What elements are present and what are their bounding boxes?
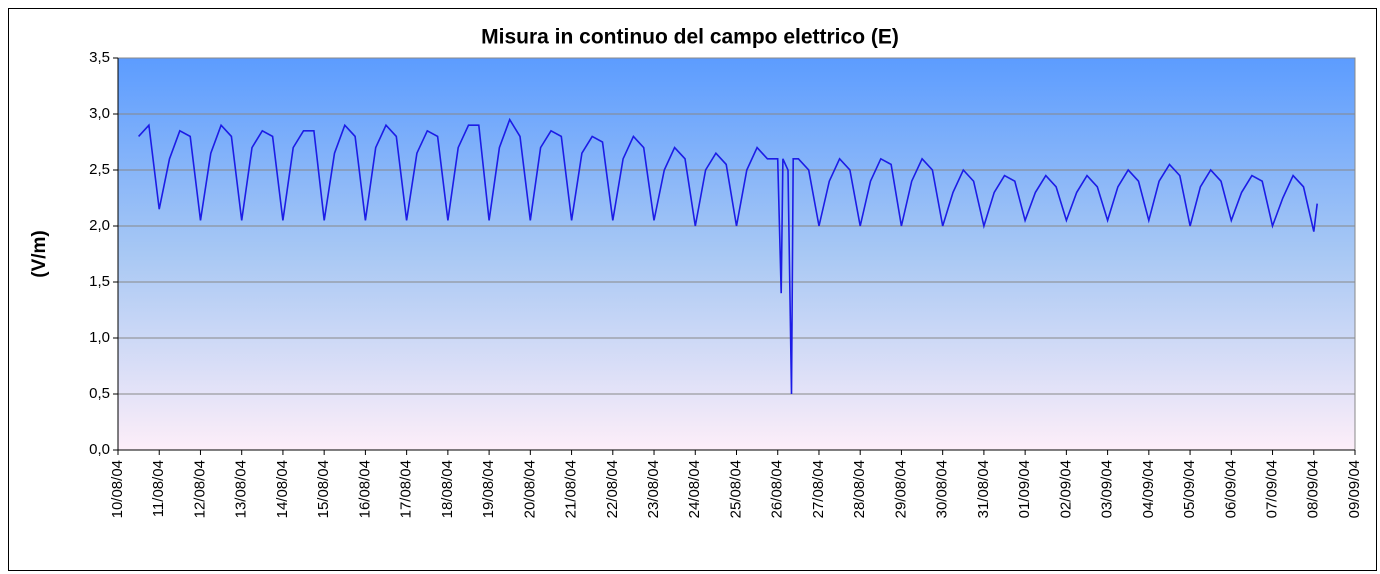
x-tick-label: 10/08/04 [109, 460, 126, 518]
x-tick-label: 30/08/04 [934, 460, 951, 518]
x-tick-label: 20/08/04 [521, 460, 538, 518]
plot-area [117, 57, 1356, 451]
y-tick-label: 3,0 [89, 105, 110, 122]
x-tick-label: 03/09/04 [1099, 460, 1116, 518]
x-tick-label: 11/08/04 [150, 460, 167, 517]
x-tick-label: 19/08/04 [480, 460, 497, 518]
x-tick-label: 07/09/04 [1264, 460, 1281, 518]
x-tick-label: 27/08/04 [810, 460, 827, 518]
x-tick-label: 14/08/04 [274, 460, 291, 518]
chart-title: Misura in continuo del campo elettrico (… [481, 26, 899, 49]
x-tick-label: 22/08/04 [604, 460, 621, 518]
y-tick-label: 1,5 [89, 273, 110, 290]
x-tick-label: 16/08/04 [356, 460, 373, 518]
y-tick-label: 0,0 [89, 441, 110, 458]
x-tick-label: 26/08/04 [769, 460, 786, 518]
x-tick-label: 18/08/04 [439, 460, 456, 518]
x-tick-label: 24/08/04 [686, 460, 703, 518]
y-tick-label: 1,0 [89, 329, 110, 346]
x-tick-label: 02/09/04 [1057, 460, 1074, 518]
x-tick-label: 23/08/04 [645, 460, 662, 518]
x-tick-label: 21/08/04 [563, 460, 580, 518]
x-tick-label: 08/09/04 [1305, 460, 1322, 518]
x-tick-label: 12/08/04 [191, 460, 208, 518]
x-tick-label: 28/08/04 [851, 460, 868, 518]
data-line [138, 117, 1318, 395]
y-tick-label: 2,0 [89, 217, 110, 234]
x-tick-label: 06/09/04 [1222, 460, 1239, 518]
x-tick-label: 17/08/04 [398, 460, 415, 518]
x-tick-label: 29/08/04 [892, 460, 909, 518]
x-tick-label: 05/09/04 [1181, 460, 1198, 518]
y-tick-label: 0,5 [89, 385, 110, 402]
y-tick-label: 3,5 [89, 49, 110, 66]
x-tick-label: 15/08/04 [315, 460, 332, 518]
x-tick-label: 04/09/04 [1140, 460, 1157, 518]
y-tick-label: 2,5 [89, 161, 110, 178]
x-tick-label: 13/08/04 [233, 460, 250, 518]
y-axis-label: (V/m) [29, 230, 50, 278]
x-tick-label: 25/08/04 [727, 460, 744, 518]
x-tick-label: 01/09/04 [1016, 460, 1033, 518]
x-tick-label: 31/08/04 [975, 460, 992, 518]
x-tick-label: 09/09/04 [1346, 460, 1363, 518]
